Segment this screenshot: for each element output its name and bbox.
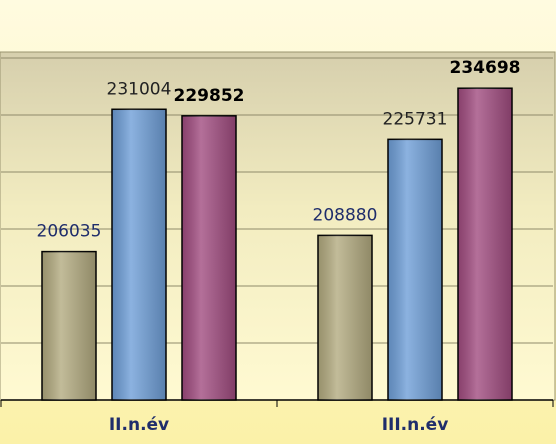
value-label: 231004 bbox=[107, 79, 172, 99]
value-label: 208880 bbox=[313, 205, 378, 225]
bar bbox=[457, 87, 513, 401]
value-label: 234698 bbox=[450, 58, 521, 78]
x-tick-label: II.n.év bbox=[109, 415, 169, 435]
value-label: 229852 bbox=[174, 86, 245, 106]
bar bbox=[111, 108, 167, 401]
bar bbox=[317, 234, 373, 401]
x-tick-label: III.n.év bbox=[382, 415, 449, 435]
value-label: 225731 bbox=[383, 109, 448, 129]
value-label: 206035 bbox=[37, 222, 102, 242]
bar bbox=[387, 138, 443, 401]
bar bbox=[41, 250, 97, 401]
bar bbox=[181, 115, 237, 401]
